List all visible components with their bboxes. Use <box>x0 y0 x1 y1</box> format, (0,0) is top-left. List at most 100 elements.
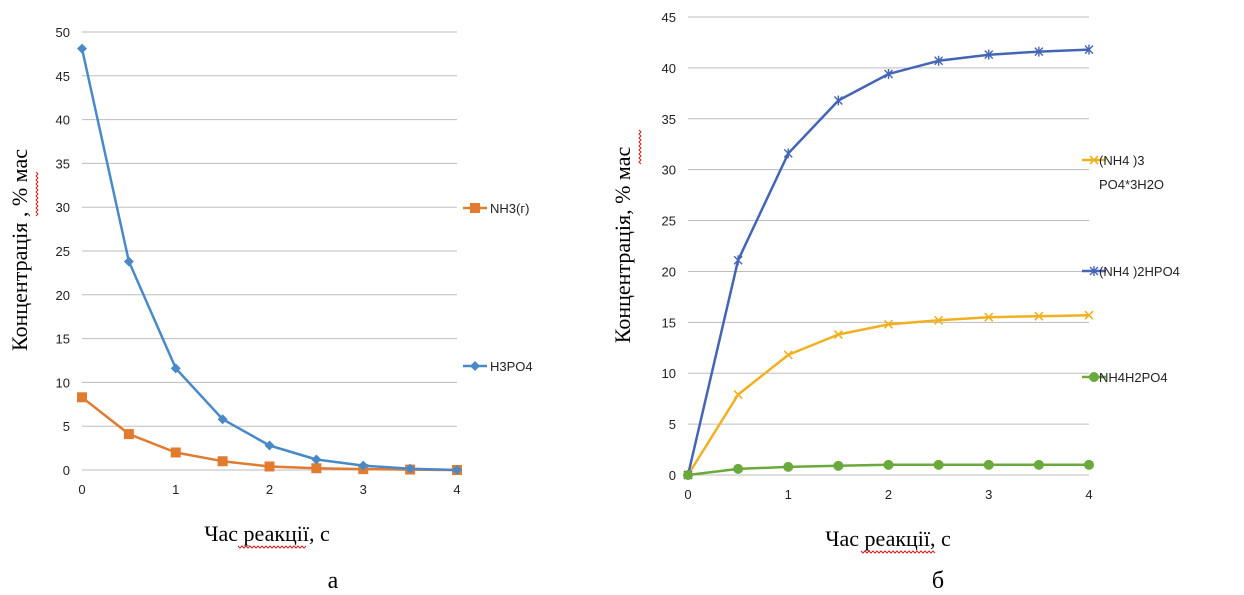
y-tick-label: 10 <box>56 375 70 390</box>
data-point <box>1084 459 1094 470</box>
chart-b-series <box>683 44 1094 480</box>
y-tick-label: 25 <box>56 244 70 259</box>
data-point <box>1084 44 1094 55</box>
chart-a-ylabel: Концентрація , % мас <box>7 149 32 351</box>
data-point <box>733 390 743 400</box>
chart-a-tick-labels: 0 5 10 15 20 25 30 35 40 45 50 0 1 2 3 4 <box>56 25 461 497</box>
y-tick-label: 0 <box>63 463 70 478</box>
x-tick-label: 0 <box>78 482 85 497</box>
data-point <box>1034 46 1044 57</box>
data-point <box>833 95 843 106</box>
data-point <box>123 429 134 440</box>
data-point <box>833 329 843 340</box>
legend-swatch-marker <box>470 361 480 371</box>
data-point <box>783 350 793 360</box>
chart-a-panel-label: а <box>328 568 339 594</box>
y-tick-label: 40 <box>662 61 676 76</box>
legend-swatch-marker <box>1089 155 1099 165</box>
data-point <box>833 460 844 471</box>
chart-b-panel-label: б <box>932 568 944 594</box>
legend-item: (NH4 )2HPO4 <box>1082 264 1180 279</box>
legend-label: PO4*3H2O <box>1099 177 1164 192</box>
x-tick-label: 1 <box>785 487 792 502</box>
y-tick-label: 20 <box>56 288 70 303</box>
y-tick-label: 35 <box>56 156 70 171</box>
chart-b-ylabel-spellcheck-underline <box>638 129 642 165</box>
legend-label: NH3(г) <box>490 201 529 216</box>
y-tick-label: 35 <box>662 112 676 127</box>
y-tick-label: 40 <box>56 113 70 128</box>
series-line <box>686 313 1090 476</box>
data-point <box>77 392 87 403</box>
y-tick-label: 45 <box>56 69 70 84</box>
y-tick-label: 15 <box>662 315 676 330</box>
chart-a-xlabel-spellcheck-underline <box>237 545 307 549</box>
legend-item: H3PO4 <box>463 359 533 374</box>
chart-b-xlabel-spellcheck-underline <box>860 550 936 554</box>
data-point <box>884 68 893 79</box>
chart-a-ylabel-spellcheck-underline <box>35 171 39 217</box>
legend-item: (NH4 )3 PO4*3H2O <box>1082 153 1164 192</box>
y-tick-label: 20 <box>662 264 676 279</box>
x-tick-label: 2 <box>885 487 892 502</box>
chart-b-xlabel: Час реакції, с <box>825 526 951 551</box>
data-point <box>170 447 181 458</box>
y-tick-label: 0 <box>669 468 676 483</box>
data-point <box>984 312 994 322</box>
legend-swatch-marker <box>470 203 480 213</box>
data-point <box>264 440 275 451</box>
data-point <box>264 461 275 472</box>
data-point <box>783 148 793 159</box>
chart-a-xlabel: Час реакції, с <box>204 521 330 546</box>
data-point <box>217 414 228 425</box>
chart-a: 0 5 10 15 20 25 30 35 40 45 50 0 1 2 3 4 NH3(г) H3PO4 Ко… <box>7 25 533 594</box>
legend-label: H3PO4 <box>490 359 533 374</box>
data-point <box>983 459 994 470</box>
y-tick-label: 10 <box>662 366 676 381</box>
series-line <box>686 48 1090 476</box>
legend-swatch-marker <box>1089 266 1099 276</box>
data-point <box>883 459 894 470</box>
y-tick-label: 25 <box>662 214 676 229</box>
series-line <box>80 48 458 472</box>
series-line <box>81 396 458 472</box>
data-point <box>783 461 794 472</box>
data-point <box>933 459 944 470</box>
x-tick-label: 0 <box>684 487 691 502</box>
legend-label: (NH4 )2HPO4 <box>1099 264 1180 279</box>
data-point <box>311 463 322 474</box>
x-tick-label: 2 <box>266 482 273 497</box>
data-point <box>452 465 462 475</box>
x-tick-label: 1 <box>172 482 179 497</box>
data-point <box>217 456 228 467</box>
data-point <box>77 43 87 54</box>
data-point <box>311 454 322 465</box>
x-tick-label: 3 <box>360 482 367 497</box>
data-point <box>934 55 944 66</box>
y-tick-label: 45 <box>662 10 676 25</box>
data-point <box>733 255 743 266</box>
legend-swatch-marker <box>1089 372 1099 382</box>
chart-b-legend: (NH4 )3 PO4*3H2O (NH4 )2HPO4 NH4H2PO4 <box>1082 153 1180 385</box>
data-point <box>934 315 944 325</box>
y-tick-label: 5 <box>669 417 676 432</box>
data-point <box>883 319 894 329</box>
y-tick-label: 30 <box>56 200 70 215</box>
chart-a-legend: NH3(г) H3PO4 <box>463 201 533 374</box>
x-tick-label: 3 <box>985 487 992 502</box>
y-tick-label: 30 <box>662 163 676 178</box>
data-point <box>733 463 744 474</box>
y-tick-label: 5 <box>63 419 70 434</box>
y-tick-label: 15 <box>56 332 70 347</box>
chart-a-gridlines <box>82 31 457 471</box>
chart-b-ylabel: Концентрація, % мас <box>610 147 635 344</box>
data-point <box>358 460 369 471</box>
legend-item: NH3(г) <box>463 201 529 216</box>
data-point <box>683 470 693 480</box>
y-tick-label: 50 <box>56 25 70 40</box>
chart-b-gridlines <box>688 16 1089 476</box>
data-point <box>1034 311 1044 321</box>
legend-label: (NH4 )3 <box>1099 153 1145 168</box>
